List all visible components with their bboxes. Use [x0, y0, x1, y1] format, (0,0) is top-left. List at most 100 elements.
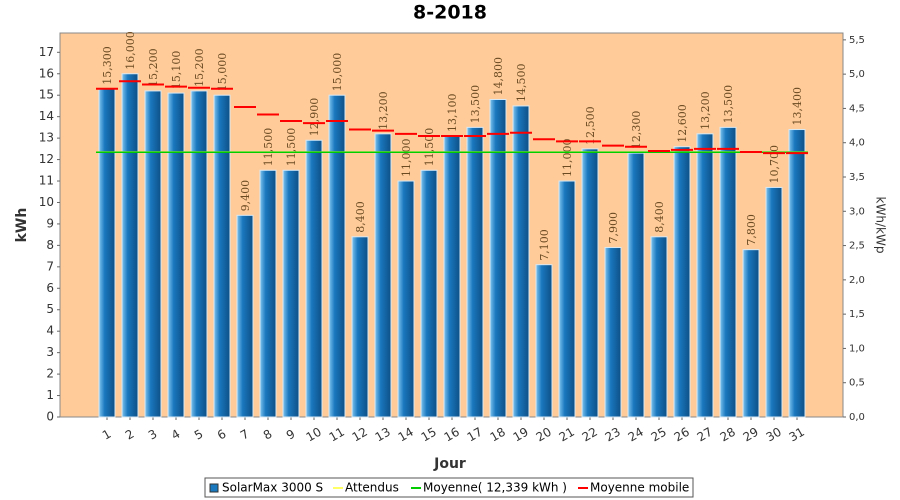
bar — [259, 169, 277, 418]
x-tick-label: 3 — [146, 427, 160, 443]
x-axis-label: Jour — [433, 456, 466, 472]
x-tick-label: 5 — [192, 427, 206, 443]
bar — [420, 169, 438, 418]
value-label: 8,400 — [354, 201, 367, 233]
y-tick-label: 5 — [46, 302, 54, 316]
y2-tick-label: 2,5 — [849, 241, 865, 252]
x-tick-label: 9 — [284, 427, 298, 443]
x-tick-label: 8 — [261, 427, 275, 443]
value-label: 15,100 — [170, 51, 183, 90]
legend-swatch — [209, 483, 219, 493]
chart-title: 8-2018 — [413, 2, 487, 24]
y-tick-label: 4 — [46, 324, 54, 338]
y-tick-label: 16 — [39, 66, 54, 80]
y-tick-label: 1 — [46, 388, 54, 402]
y2-tick-label: 0,5 — [849, 378, 865, 389]
x-tick-label: 22 — [580, 425, 600, 445]
x-tick-label: 14 — [396, 425, 416, 445]
legend-label: Moyenne mobile — [590, 481, 689, 495]
bar — [397, 180, 415, 418]
y-tick-label: 14 — [39, 109, 54, 123]
y-tick-label: 0 — [46, 410, 54, 424]
y2-tick-label: 5,5 — [849, 35, 865, 46]
y-tick-label: 2 — [46, 367, 54, 381]
value-label: 7,100 — [538, 229, 551, 261]
y-tick-label: 7 — [46, 259, 54, 273]
value-label: 13,100 — [446, 93, 459, 132]
y2-axis-label: kWh/kWp — [874, 197, 888, 254]
y2-tick-label: 4,0 — [849, 138, 865, 149]
bar — [627, 152, 645, 418]
x-tick-label: 27 — [695, 425, 715, 445]
value-label: 14,500 — [515, 63, 528, 102]
bar — [328, 94, 346, 418]
value-label: 15,000 — [331, 53, 344, 92]
value-label: 11,500 — [423, 128, 436, 167]
bar — [512, 105, 530, 418]
y2-tick-label: 1,0 — [849, 343, 865, 354]
bar — [466, 126, 484, 418]
x-tick-label: 29 — [741, 425, 761, 445]
bar — [443, 135, 461, 418]
y2-tick-label: 3,5 — [849, 172, 865, 183]
value-label: 13,200 — [699, 91, 712, 130]
x-tick-label: 25 — [649, 425, 669, 445]
x-tick-label: 30 — [764, 425, 784, 445]
value-label: 7,800 — [745, 214, 758, 246]
bar — [282, 169, 300, 418]
bar — [604, 247, 622, 418]
value-label: 14,800 — [492, 57, 505, 96]
y-tick-label: 6 — [46, 281, 54, 295]
bar — [650, 236, 668, 418]
value-label: 11,000 — [400, 139, 413, 178]
value-label: 13,500 — [722, 85, 735, 124]
x-tick-label: 7 — [238, 427, 252, 443]
x-tick-label: 4 — [169, 427, 183, 443]
bar — [742, 249, 760, 418]
x-tick-label: 24 — [626, 425, 646, 445]
y2-tick-label: 0,0 — [849, 412, 865, 423]
bar — [167, 92, 185, 418]
y-tick-label: 9 — [46, 216, 54, 230]
legend-label: SolarMax 3000 S — [222, 481, 323, 495]
y-tick-label: 8 — [46, 238, 54, 252]
x-tick-label: 26 — [672, 425, 692, 445]
x-tick-label: 13 — [373, 425, 393, 445]
x-tick-label: 31 — [787, 425, 807, 445]
value-label: 13,400 — [791, 87, 804, 126]
value-label: 10,700 — [768, 145, 781, 184]
y-tick-label: 10 — [39, 195, 54, 209]
value-label: 9,400 — [239, 180, 252, 212]
bar — [489, 99, 507, 418]
bar — [305, 139, 323, 418]
x-tick-label: 20 — [534, 425, 554, 445]
bar — [121, 73, 139, 418]
y-tick-label: 11 — [39, 174, 54, 188]
y2-tick-label: 2,0 — [849, 275, 865, 286]
y2-tick-label: 1,5 — [849, 309, 865, 320]
value-label: 12,600 — [676, 104, 689, 143]
x-tick-label: 2 — [123, 427, 137, 443]
value-label: 15,200 — [147, 48, 160, 87]
bar — [765, 186, 783, 418]
y-tick-label: 15 — [39, 88, 54, 102]
value-label: 15,000 — [216, 53, 229, 92]
bar — [144, 90, 162, 418]
x-tick-label: 28 — [718, 425, 738, 445]
value-label: 12,300 — [630, 111, 643, 150]
bar — [696, 133, 714, 418]
value-label: 15,200 — [193, 48, 206, 87]
value-label: 7,900 — [607, 212, 620, 244]
value-label: 8,400 — [653, 201, 666, 233]
y2-tick-label: 5,0 — [849, 69, 865, 80]
bar — [558, 180, 576, 418]
bar — [581, 148, 599, 418]
bar — [788, 129, 806, 418]
bar — [673, 146, 691, 418]
y-tick-label: 12 — [39, 152, 54, 166]
legend-label: Moyenne( 12,339 kWh ) — [423, 481, 567, 495]
y-tick-label: 3 — [46, 345, 54, 359]
y-axis-label: kWh — [14, 208, 30, 243]
value-label: 13,200 — [377, 91, 390, 130]
